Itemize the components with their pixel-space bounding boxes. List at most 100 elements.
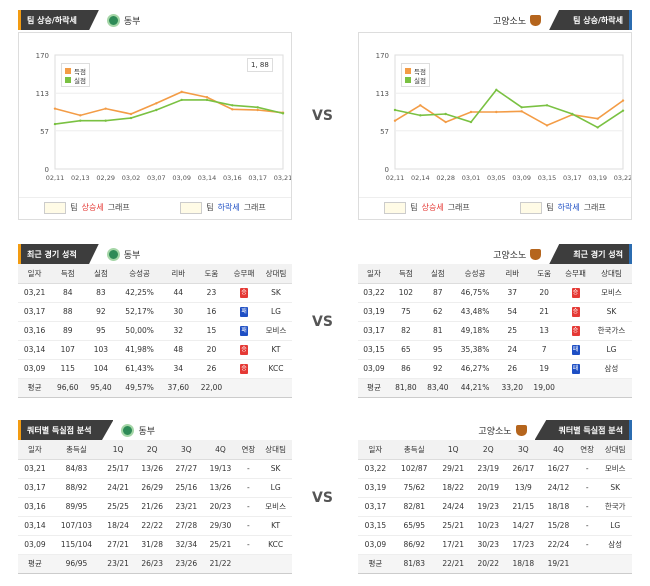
sono-logo-icon [530,14,542,26]
left-trend-legend: 팀 상승세 그래프 팀 하락세 그래프 [19,197,291,217]
rise-graph-icon [384,201,407,214]
table-cell: 03,16 [18,497,52,517]
data-point [53,107,57,110]
table-cell: 03,15 [358,340,390,360]
data-point [545,124,549,127]
average-cell: 평균 [18,554,52,574]
table-cell: 75 [389,302,422,322]
loss-badge: 패 [571,364,580,374]
table-cell: 81 [421,321,454,341]
table-row: 03,15 65/95 25/21 10/23 14/27 15/28- LG [358,516,632,536]
average-cell: 81,80 [389,378,422,398]
left-recent-title: 최근 경기 성적 [18,244,99,264]
left-quarter-table: 일자 총득실 1Q 2Q 3Q 4Q 연장 상대팀 03,21 84/83 25/17 13/26 27… [18,440,292,574]
table-cell: SK [598,478,632,498]
table-cell: 03,16 [18,321,52,341]
column-header: 실점 [84,264,118,284]
table-cell: - [237,478,260,498]
average-cell [260,378,292,398]
table-cell: KT [259,516,292,536]
table-cell: 25/17 [101,459,136,479]
loss-badge: 패 [240,326,249,336]
average-cell [590,378,632,398]
right-accent-bar [629,420,632,440]
table-cell: 24/12 [540,478,576,498]
table-cell: 03,21 [18,459,52,479]
column-header: 연장 [575,440,599,460]
column-header: 2Q [470,440,506,460]
table-cell: 03,17 [18,478,52,498]
win-badge: 승 [571,288,580,298]
left-chart-legend: 득점 실점 [61,63,90,87]
table-cell: 03,09 [358,535,393,555]
table-cell: 29/21 [435,459,471,479]
average-cell [598,554,632,574]
table-cell: 03,21 [18,283,52,303]
data-point [129,112,133,116]
right-recent-table: 일자 득점 실점 승성공 리바 도움 승무패 상대팀 03,22 102 87 46,75% 37 20 승… [358,264,632,398]
column-header: 상대팀 [598,440,632,460]
data-point [571,112,574,116]
win-badge: 승 [240,345,249,355]
right-recent-header: 고양소노 최근 경기 성적 [493,244,632,264]
table-cell: - [575,478,599,498]
table-cell: 102/87 [392,459,436,479]
table-cell: - [237,535,260,555]
series-line-score [54,91,284,117]
data-point [520,106,523,109]
table-cell: - [575,459,599,479]
left-recent-table: 일자 득점 실점 승성공 리바 도움 승무패 상대팀 03,21 84 83 42,25% 44 23 승 S… [18,264,292,398]
column-header: 총득실 [392,440,436,460]
table-cell: 26/17 [505,459,541,479]
left-accent-bar [18,10,21,30]
score-swatch [405,67,411,74]
column-header: 리바 [161,264,195,284]
table-row: 03,15 65 95 35,38% 24 7 패 LG [358,340,632,360]
table-row: 03,09 115/104 27/21 31/28 32/34 25/21- KCC [18,535,292,555]
table-cell: 한국가스 [590,321,632,341]
data-point [281,112,285,115]
table-cell: 104 [84,359,118,379]
table-cell: 42,25% [117,283,162,303]
table-cell: 03,19 [358,302,390,322]
loss-badge: 패 [240,307,249,317]
table-cell: 82/81 [392,497,436,517]
table-cell: 25/21 [203,535,238,555]
win-badge: 승 [571,307,580,317]
data-point [419,114,422,117]
table-cell: 03,14 [18,340,52,360]
data-point [104,119,107,122]
table-cell: 21/15 [505,497,541,517]
loss-badge: 패 [571,345,580,355]
average-row: 평균 81/83 22/21 20/22 18/18 19/21 [358,554,632,574]
data-point [104,107,107,110]
table-cell: 19 [528,359,561,379]
table-cell: 87 [421,283,454,303]
table-row: 03,22 102/87 29/21 23/19 26/17 16/27- 모비스 [358,459,632,479]
data-point [621,109,625,112]
data-point [621,99,625,102]
x-tick-label: 02,14 [411,174,430,182]
column-header: 총득실 [51,440,102,460]
data-point [231,108,234,111]
table-cell: 34 [161,359,195,379]
win-badge: 승 [571,326,580,336]
table-cell: SK [590,302,632,322]
table-cell: 25/16 [169,478,204,498]
average-cell: 평균 [358,554,393,574]
table-cell: 30 [161,302,195,322]
table-cell: 65 [389,340,422,360]
average-cell: 22,00 [194,378,229,398]
table-cell: 102 [389,283,422,303]
table-cell: 27/27 [169,459,204,479]
column-header: 3Q [169,440,204,460]
average-row: 평균 96/95 23/21 26/23 23/26 21/22 [18,554,292,574]
table-row: 03,09 86 92 46,27% 26 19 패 삼성 [358,359,632,379]
column-header: 상대팀 [590,264,632,284]
table-cell: 15 [194,321,229,341]
table-cell: 43,48% [453,302,497,322]
data-point [545,104,549,107]
table-row: 03,21 84 83 42,25% 44 23 승 SK [18,283,292,303]
right-trend-panel: 170 113 57 0 02,11 02,14 02,28 03,01 03,05 03,09 0… [358,32,632,220]
y-tick-label: 170 [36,52,49,60]
